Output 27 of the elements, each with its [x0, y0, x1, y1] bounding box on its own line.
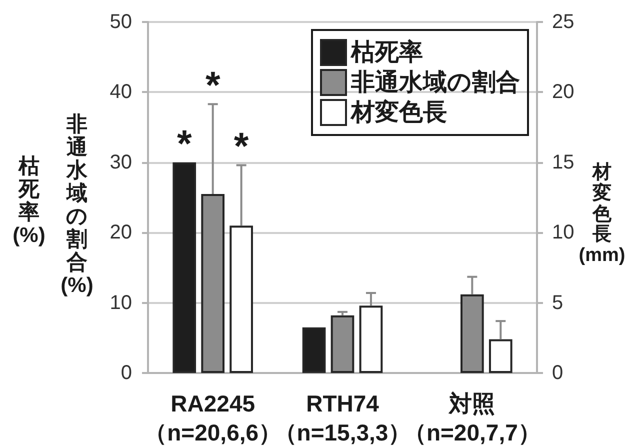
- y-tick-label: 40: [110, 81, 132, 104]
- bar: [488, 339, 512, 373]
- y2-tick-label: 20: [552, 81, 574, 104]
- y-tick-label: 50: [110, 11, 132, 33]
- annotation: *: [234, 126, 249, 168]
- y-tick-label: 10: [110, 292, 132, 314]
- legend-label: 材変色長: [350, 98, 447, 126]
- y-tick-label: 30: [110, 151, 132, 174]
- y-axis-title: 枯死率(%): [12, 154, 46, 248]
- legend-label: 枯死率: [350, 39, 423, 66]
- bar: [359, 306, 383, 373]
- y2-tick-label: 15: [552, 151, 574, 174]
- y2-tick-label: 0: [552, 362, 564, 384]
- y2-tick-label: 5: [552, 292, 564, 314]
- bar: [230, 226, 253, 373]
- bar: [330, 315, 354, 373]
- legend-label: 非通水域の割合: [350, 69, 520, 96]
- y2-tick-label: 25: [552, 11, 574, 33]
- bar: [302, 327, 326, 373]
- y2-tick-label: 10: [552, 222, 574, 244]
- y-tick-label: 20: [110, 222, 132, 244]
- annotation: *: [176, 123, 192, 166]
- annotation: *: [205, 65, 220, 108]
- y2-axis-title: 材変色長(mm): [578, 162, 626, 268]
- bar: [172, 162, 196, 373]
- y-tick-label: 0: [120, 362, 132, 384]
- text: 非通水域の割合(%): [60, 112, 94, 298]
